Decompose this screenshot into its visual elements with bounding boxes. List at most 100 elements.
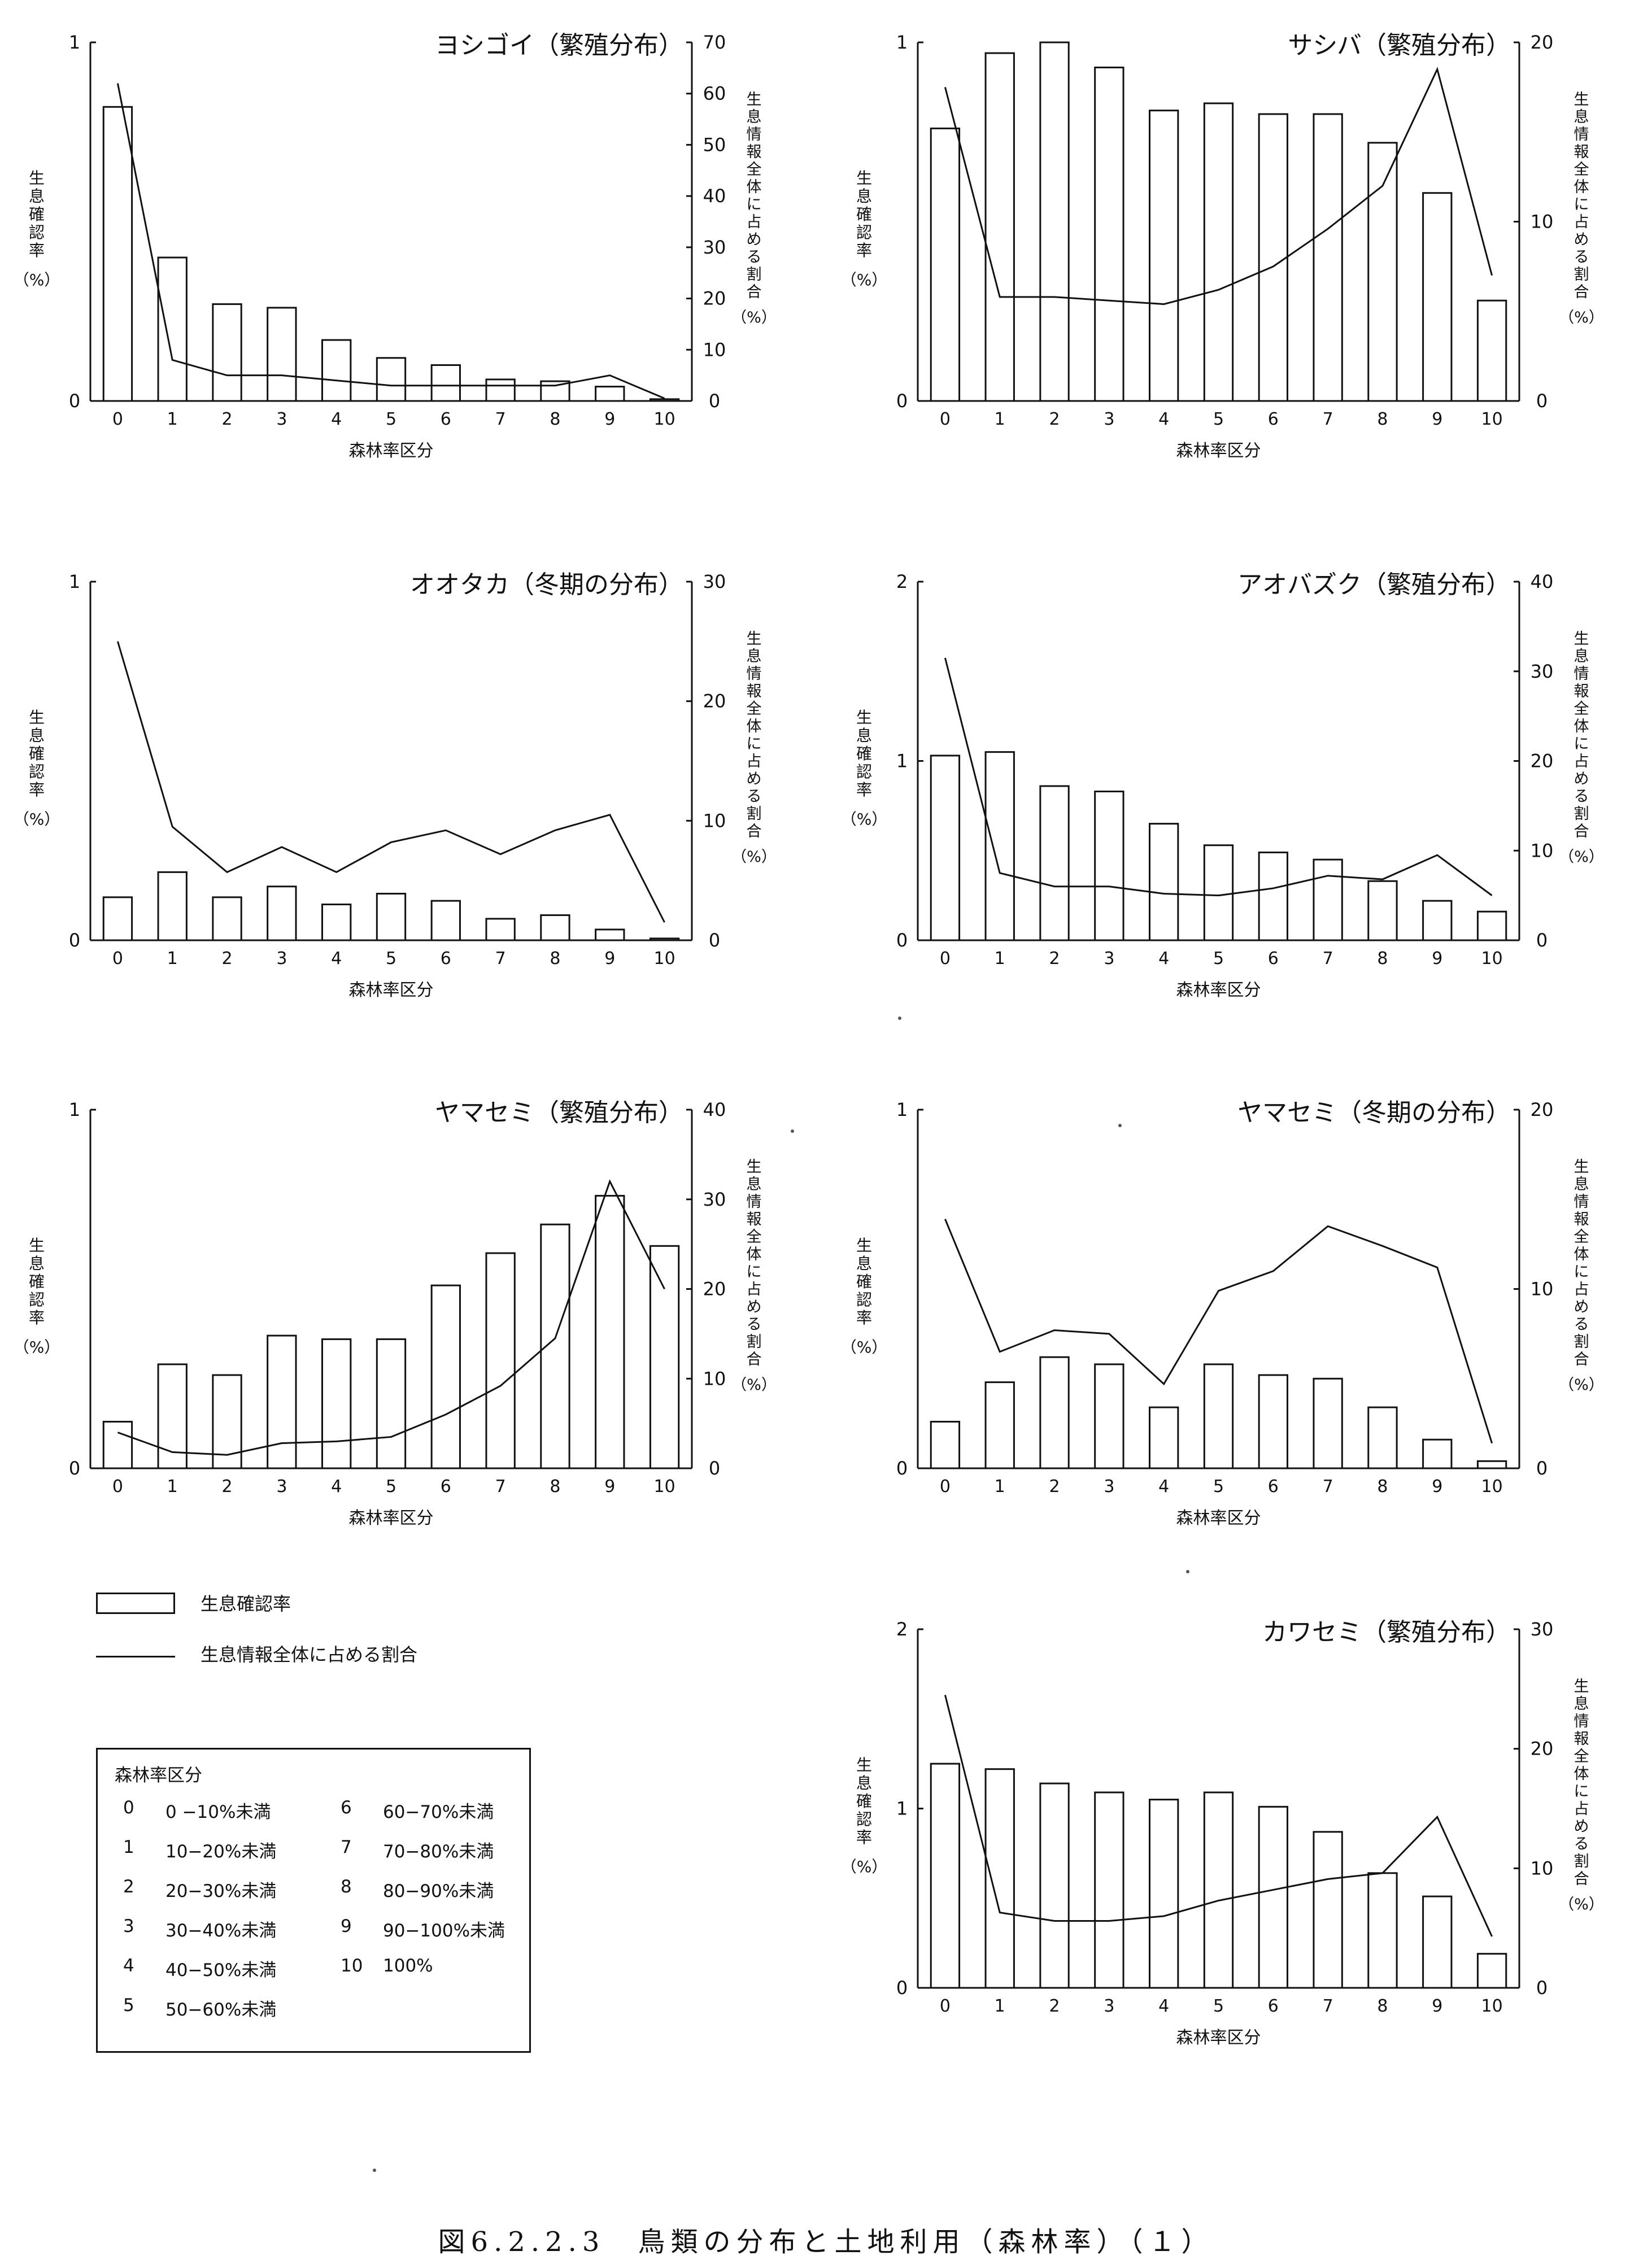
- x-tick-label: 8: [1377, 949, 1388, 969]
- axis-label-char: 生: [1574, 91, 1589, 108]
- right-tick-label: 0: [709, 1458, 720, 1479]
- bar: [1422, 192, 1453, 402]
- x-tick-label: 8: [1377, 409, 1388, 429]
- chart-legend: 生息確認率 生息情報全体に占める割合: [96, 1593, 661, 1680]
- left-axis-label: 生息確認率: [29, 1236, 45, 1327]
- scan-speck: [1118, 1124, 1122, 1127]
- series-line: [944, 657, 1493, 897]
- bar: [930, 1420, 961, 1469]
- right-tick-label: 60: [703, 83, 726, 104]
- bar: [1476, 1953, 1507, 1989]
- axis-label-char: 占: [747, 1281, 762, 1298]
- x-tick-label: 0: [940, 1996, 951, 2016]
- left-axis-unit: （%）: [841, 810, 888, 828]
- x-tick-label: 7: [1323, 949, 1333, 969]
- x-tick-label: 2: [1049, 1996, 1060, 2016]
- scan-speck: [373, 2169, 376, 2172]
- x-tick-label: 9: [1432, 949, 1442, 969]
- bar: [1367, 1872, 1398, 1989]
- left-tick-label: 1: [69, 32, 80, 53]
- axis-label-char: 全: [1574, 1748, 1589, 1765]
- x-tick-label: 10: [653, 1477, 675, 1497]
- x-tick-label: 4: [1158, 409, 1169, 429]
- axis-label-char: 率: [856, 780, 872, 799]
- right-axis-label: 生息情報全体に占める割合: [1574, 1158, 1589, 1368]
- key-code: 1: [123, 1837, 134, 1857]
- x-tick-label: 1: [167, 949, 178, 969]
- bar: [1258, 1374, 1288, 1469]
- axis-label-char: 確: [856, 744, 872, 763]
- right-axis-unit: （%）: [731, 848, 777, 866]
- bar: [376, 1338, 407, 1469]
- axis-label-char: 全: [1574, 1228, 1589, 1246]
- bar: [1203, 1791, 1234, 1989]
- bar: [1149, 110, 1179, 402]
- bar: [540, 914, 570, 941]
- axis-label-char: 確: [856, 1792, 872, 1811]
- x-tick-label: 0: [112, 409, 123, 429]
- key-range: 50−60%未満: [165, 2000, 277, 2020]
- key-code: 3: [123, 1916, 134, 1936]
- bar: [1149, 1799, 1179, 1989]
- axis-label-char: 生: [29, 169, 45, 187]
- axis-label-char: 割: [1574, 805, 1589, 823]
- chart-title: ヤマセミ（繁殖分布）: [435, 1098, 683, 1127]
- x-tick-label: 2: [221, 1477, 232, 1497]
- axis-label-char: 情: [1574, 1713, 1589, 1730]
- key-range: 40−50%未満: [165, 1960, 277, 1981]
- bar: [1149, 1406, 1179, 1469]
- x-tick-label: 8: [1377, 1996, 1388, 2016]
- x-axis-label: 森林率区分: [1176, 441, 1261, 461]
- bar: [157, 871, 188, 941]
- axis-label-char: め: [747, 770, 762, 788]
- axis-label-char: 生: [29, 708, 45, 727]
- bar: [1422, 1895, 1453, 1989]
- bar: [321, 339, 352, 402]
- axis-label-char: 率: [856, 241, 872, 260]
- axis-label-char: に: [1574, 1263, 1589, 1281]
- key-range: 10−20%未満: [165, 1842, 277, 1862]
- left-axis-unit: （%）: [14, 1338, 60, 1356]
- x-tick-label: 2: [221, 409, 232, 429]
- left-axis-label: 生息確認率: [856, 169, 872, 260]
- axis-label-char: 認: [856, 1810, 872, 1829]
- right-axis-label: 生息情報全体に占める割合: [747, 630, 762, 840]
- bar: [930, 1763, 961, 1989]
- right-axis-unit: （%）: [1559, 1376, 1604, 1394]
- x-tick-label: 3: [1104, 409, 1114, 429]
- bar: [1094, 790, 1124, 941]
- axis-label-char: 率: [856, 1828, 872, 1847]
- right-tick-label: 10: [703, 810, 726, 831]
- bar: [540, 380, 570, 402]
- bar: [102, 106, 133, 402]
- x-tick-label: 5: [1213, 409, 1224, 429]
- axis-label-char: る: [1574, 788, 1589, 805]
- bar: [267, 1334, 297, 1469]
- axis-label-char: 占: [1574, 1281, 1589, 1298]
- chart-title: ヤマセミ（冬期の分布）: [1237, 1098, 1511, 1127]
- axis-label-char: 息: [856, 726, 872, 745]
- key-title: 森林率区分: [115, 1765, 202, 1786]
- right-axis-unit: （%）: [1559, 309, 1604, 326]
- right-tick-label: 30: [703, 1189, 726, 1210]
- axis-label-char: 確: [856, 1272, 872, 1291]
- axis-label-char: 体: [747, 1246, 762, 1263]
- right-axis-unit: （%）: [731, 309, 777, 326]
- key-code: 4: [123, 1956, 134, 1976]
- bar: [102, 896, 133, 941]
- x-tick-label: 0: [940, 1477, 951, 1497]
- axis-label-char: 体: [747, 718, 762, 735]
- bar: [1313, 1377, 1343, 1469]
- x-tick-label: 3: [276, 1477, 287, 1497]
- right-tick-label: 10: [703, 1368, 726, 1389]
- left-tick-label: 2: [896, 1619, 908, 1640]
- chart-title: アオバズク（繁殖分布）: [1237, 570, 1511, 599]
- left-axis-unit: （%）: [841, 271, 888, 289]
- axis-label-char: 全: [1574, 700, 1589, 718]
- x-tick-label: 9: [1432, 1477, 1442, 1497]
- x-tick-label: 7: [495, 949, 506, 969]
- axis-label-char: 合: [1574, 1870, 1589, 1888]
